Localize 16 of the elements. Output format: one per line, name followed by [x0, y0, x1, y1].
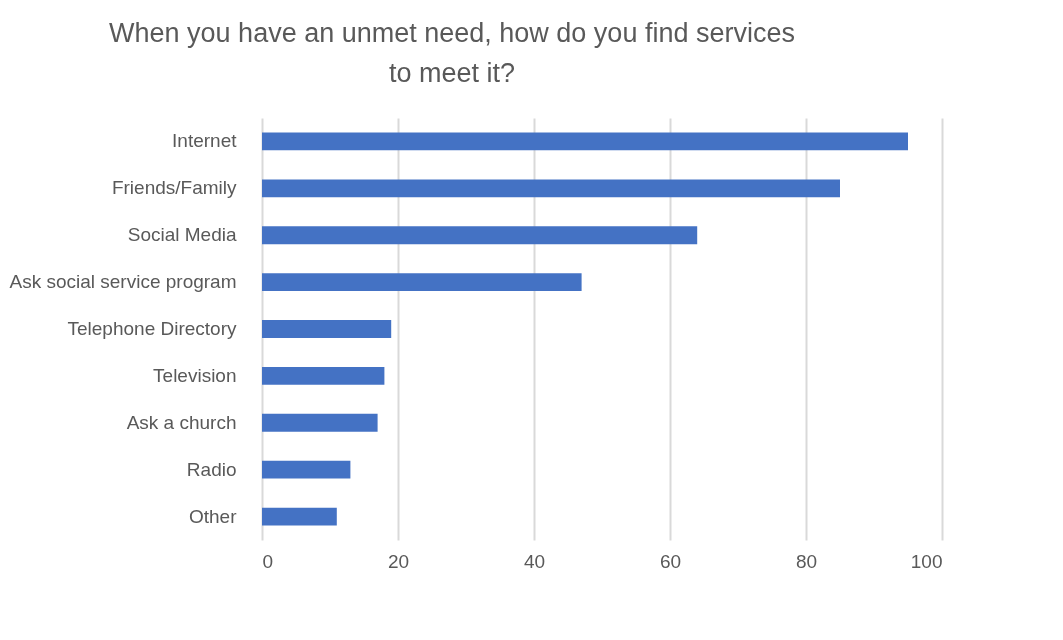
chart-title: When you have an unmet need, how do you find services to meet it? [109, 18, 795, 88]
x-tick-label: 20 [387, 550, 410, 572]
y-tick-label: Friends/Family [111, 177, 237, 199]
y-tick-label: Internet [172, 130, 238, 152]
y-tick-label: Other [188, 505, 238, 527]
x-tick-label: 80 [795, 550, 818, 572]
y-tick-label: Ask social service program [9, 271, 237, 293]
y-tick-label: Social Media [127, 224, 237, 246]
y-tick-label: Radio [186, 458, 237, 480]
x-tick-label: 0 [262, 550, 274, 572]
y-tick-label: Telephone Directory [67, 318, 237, 339]
y-tick-label: Television [153, 364, 237, 386]
y-tick-label: Ask a church [126, 411, 237, 433]
x-tick-label: 100 [910, 550, 943, 572]
x-tick-label: 60 [659, 550, 682, 572]
x-tick-label: 40 [523, 550, 546, 572]
